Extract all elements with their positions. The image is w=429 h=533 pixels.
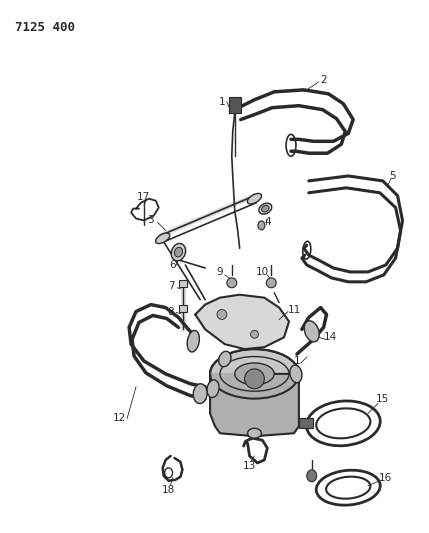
Circle shape bbox=[251, 330, 258, 338]
Polygon shape bbox=[195, 295, 289, 349]
Text: 10: 10 bbox=[256, 267, 269, 277]
Text: 6: 6 bbox=[169, 260, 176, 270]
Text: 1: 1 bbox=[293, 356, 300, 366]
Text: 7125 400: 7125 400 bbox=[15, 21, 75, 34]
Ellipse shape bbox=[307, 470, 317, 482]
Circle shape bbox=[245, 369, 264, 389]
Ellipse shape bbox=[156, 233, 170, 244]
Bar bbox=[229, 97, 241, 112]
Ellipse shape bbox=[304, 321, 319, 342]
Text: 9: 9 bbox=[217, 267, 223, 277]
Ellipse shape bbox=[259, 203, 272, 214]
Bar bbox=[179, 280, 187, 287]
Text: 16: 16 bbox=[379, 473, 393, 483]
Ellipse shape bbox=[227, 278, 237, 288]
Polygon shape bbox=[210, 374, 299, 436]
Text: 17: 17 bbox=[137, 192, 151, 201]
Ellipse shape bbox=[219, 351, 231, 367]
Text: 18: 18 bbox=[162, 484, 175, 495]
Text: 4: 4 bbox=[264, 217, 271, 228]
Bar bbox=[299, 418, 313, 429]
Ellipse shape bbox=[266, 278, 276, 288]
Bar bbox=[179, 304, 187, 311]
Ellipse shape bbox=[290, 365, 302, 383]
Ellipse shape bbox=[210, 349, 299, 399]
Ellipse shape bbox=[207, 380, 219, 398]
Text: 11: 11 bbox=[287, 304, 301, 314]
Ellipse shape bbox=[258, 221, 265, 230]
Text: 1: 1 bbox=[219, 96, 225, 107]
Circle shape bbox=[217, 310, 227, 319]
Text: 15: 15 bbox=[376, 393, 390, 403]
Text: 3: 3 bbox=[148, 215, 154, 225]
Ellipse shape bbox=[262, 205, 269, 212]
Text: 13: 13 bbox=[243, 461, 256, 471]
Ellipse shape bbox=[193, 384, 207, 403]
Text: 12: 12 bbox=[113, 414, 126, 423]
Ellipse shape bbox=[187, 330, 199, 352]
Ellipse shape bbox=[175, 247, 183, 257]
Text: 7: 7 bbox=[168, 281, 175, 291]
Text: 2: 2 bbox=[320, 75, 327, 85]
Ellipse shape bbox=[248, 193, 262, 204]
Text: 8: 8 bbox=[167, 306, 174, 317]
Ellipse shape bbox=[248, 429, 261, 438]
Ellipse shape bbox=[235, 363, 274, 385]
Ellipse shape bbox=[171, 244, 186, 261]
Text: 5: 5 bbox=[390, 171, 396, 181]
Text: 14: 14 bbox=[324, 332, 337, 342]
